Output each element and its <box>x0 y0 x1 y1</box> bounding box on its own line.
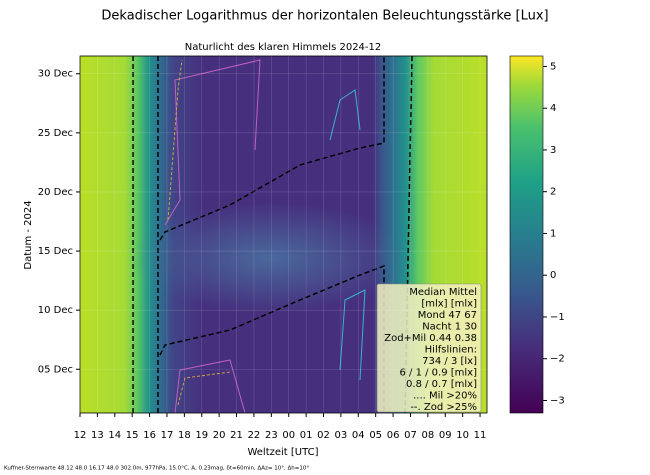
info-box: Median Mittel[mlx] [mlx]Mond 47 67Nacht … <box>376 283 482 413</box>
x-tick-label: 04 <box>352 430 365 441</box>
y-axis-label: Datum - 2024 <box>23 200 34 269</box>
y-tick-label: 15 Dec <box>38 246 73 257</box>
y-tick-label: 25 Dec <box>38 128 73 139</box>
x-tick-label: 08 <box>421 430 434 441</box>
info-line: 0.8 / 0.7 [mlx] <box>406 379 477 390</box>
x-tick-label: 18 <box>178 430 191 441</box>
info-line: [mlx] [mlx] <box>421 299 477 310</box>
y-tick-label: 10 Dec <box>38 305 73 316</box>
colorbar-tick-label: −3 <box>550 395 565 406</box>
x-tick-label: 06 <box>387 430 400 441</box>
colorbar-tick-label: 2 <box>550 187 556 198</box>
x-tick-label: 17 <box>161 430 174 441</box>
x-tick-label: 10 <box>456 430 469 441</box>
colorbar-tick-label: 1 <box>550 228 556 239</box>
x-tick-label: 09 <box>439 430 452 441</box>
info-line: Zod+Mil 0.44 0.38 <box>384 333 477 344</box>
x-tick-label: 19 <box>195 430 208 441</box>
info-line: 6 / 1 / 0.9 [mlx] <box>400 368 478 379</box>
x-tick-label: 02 <box>317 430 330 441</box>
x-tick-label: 16 <box>143 430 156 441</box>
x-tick-label: 21 <box>230 430 243 441</box>
x-tick-label: 05 <box>369 430 382 441</box>
colorbar-tick-label: 5 <box>550 61 556 72</box>
x-tick-label: 20 <box>213 430 226 441</box>
x-tick-label: 01 <box>300 430 313 441</box>
colorbar-tick-label: 3 <box>550 145 556 156</box>
chart-title: Dekadischer Logarithmus der horizontalen… <box>101 9 548 24</box>
info-line: .... Mil >20% <box>413 391 477 402</box>
colorbar-tick-label: −2 <box>550 354 565 365</box>
y-tick-label: 05 Dec <box>38 364 73 375</box>
x-tick-label: 15 <box>126 430 139 441</box>
contour-field <box>80 56 487 413</box>
colorbar <box>509 55 544 414</box>
info-line: Mond 47 67 <box>418 310 477 321</box>
x-tick-label: 11 <box>474 430 487 441</box>
x-tick-label: 03 <box>335 430 348 441</box>
info-line: 734 / 3 [lx] <box>422 356 477 367</box>
info-line: Median Mittel <box>409 287 477 298</box>
x-tick-label: 22 <box>248 430 261 441</box>
x-tick-label: 14 <box>108 430 121 441</box>
x-tick-label: 13 <box>91 430 104 441</box>
chart-subtitle: Naturlicht des klaren Himmels 2024-12 <box>185 42 382 53</box>
info-line: --. Zod >25% <box>410 402 477 413</box>
footer: Kuffner-Sternwarte 48.12 48.0 16.17 48.0… <box>4 466 309 472</box>
info-line: Hilfslinien: <box>425 345 477 356</box>
y-tick-label: 20 Dec <box>38 187 73 198</box>
colorbar-tick-label: −1 <box>550 312 565 323</box>
y-tick-label: 30 Dec <box>38 69 73 80</box>
x-axis-label: Weltzeit [UTC] <box>247 447 318 458</box>
colorbar-tick-label: 0 <box>550 270 556 281</box>
plot-frame <box>79 55 488 414</box>
x-tick-label: 07 <box>404 430 417 441</box>
x-tick-label: 00 <box>282 430 295 441</box>
x-tick-label: 23 <box>265 430 278 441</box>
x-tick-label: 12 <box>74 430 87 441</box>
colorbar-tick-label: 4 <box>550 103 556 114</box>
info-line: Nacht 1 30 <box>422 322 477 333</box>
